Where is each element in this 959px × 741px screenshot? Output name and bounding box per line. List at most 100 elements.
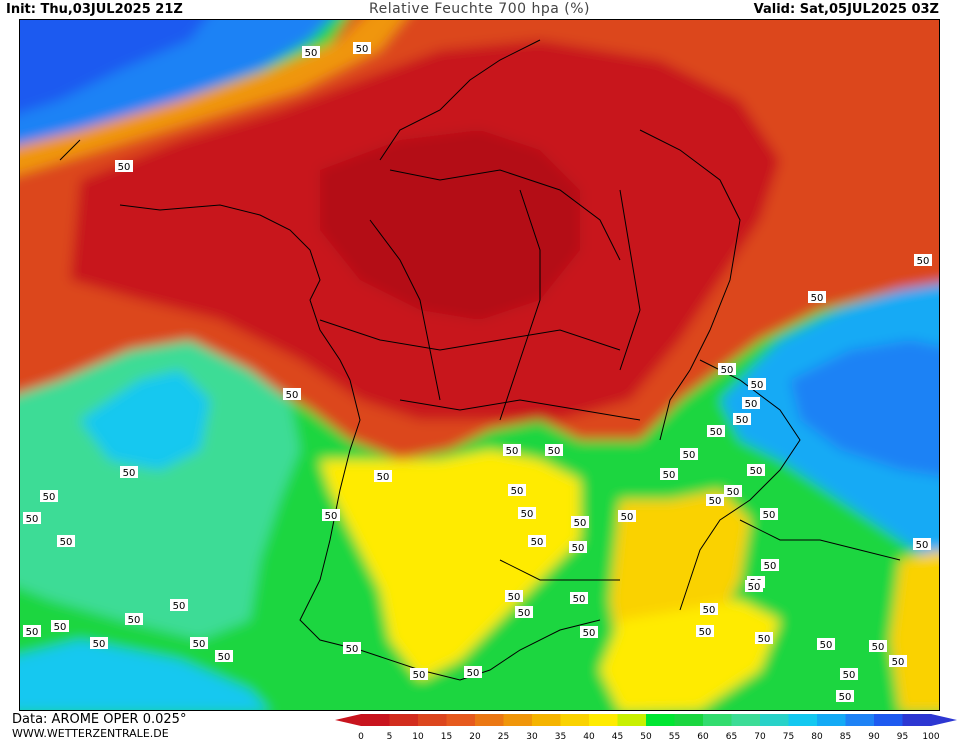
legend-tick-label: 35	[555, 732, 566, 741]
legend-tick-label: 55	[669, 732, 680, 741]
contour-label-bg	[508, 484, 526, 496]
color-legend: 0 5 10 15 20 25 30 35 40 45 50 55 60 65 70 75 80 85 90 95 10…	[335, 714, 957, 741]
contour-label-bg	[571, 516, 589, 528]
legend-tick-label: 70	[754, 732, 766, 741]
contour-label: 50	[748, 582, 761, 593]
contour-label: 50	[699, 627, 712, 638]
contour-label: 50	[467, 668, 480, 679]
contour-label: 50	[325, 511, 338, 522]
contour-label-bg	[745, 580, 763, 592]
contour-label: 50	[356, 44, 369, 55]
contour-label-bg	[742, 397, 760, 409]
contour-label-bg	[660, 468, 678, 480]
contour-label-bg	[580, 626, 598, 638]
contour-label-bg	[914, 254, 932, 266]
contour-label: 50	[839, 692, 852, 703]
contour-label: 50	[118, 162, 131, 173]
contour-label: 50	[574, 518, 587, 529]
legend-swatch	[503, 714, 533, 726]
contour-label-bg	[817, 638, 835, 650]
contour-label: 50	[511, 486, 524, 497]
contour-label-bg	[515, 606, 533, 618]
contour-label: 50	[218, 652, 231, 663]
contour-label-bg	[761, 559, 779, 571]
legend-swatch	[361, 714, 390, 726]
contour-label-bg	[343, 642, 361, 654]
contour-label: 50	[521, 509, 534, 520]
contour-label: 50	[621, 512, 634, 523]
contour-label-bg	[125, 613, 143, 625]
contour-label-bg	[618, 510, 636, 522]
contour-label: 50	[173, 601, 186, 612]
legend-swatch	[902, 714, 932, 726]
legend-swatch	[874, 714, 903, 726]
contour-label-bg	[808, 291, 826, 303]
contour-label-bg	[503, 444, 521, 456]
legend-swatch	[731, 714, 761, 726]
contour-label-bg	[190, 637, 208, 649]
legend-tick-label: 45	[612, 732, 623, 741]
legend-tick-label: 75	[783, 732, 794, 741]
contour-label: 50	[531, 537, 544, 548]
contour-label-bg	[733, 413, 751, 425]
contour-label: 50	[413, 670, 426, 681]
contour-label: 50	[916, 540, 929, 551]
contour-label: 50	[60, 537, 73, 548]
contour-label-bg	[322, 509, 340, 521]
contour-label-bg	[700, 603, 718, 615]
contour-label-bg	[707, 425, 725, 437]
legend-tick-label: 10	[412, 732, 424, 741]
contour-label-bg	[747, 464, 765, 476]
contour-label-bg	[755, 632, 773, 644]
contour-label: 50	[709, 496, 722, 507]
legend-swatch	[674, 714, 704, 726]
valid-time: Valid: Sat,05JUL2025 03Z	[753, 2, 939, 17]
legend-swatch	[703, 714, 732, 726]
contour-label-bg	[302, 46, 320, 58]
contour-label: 50	[703, 605, 716, 616]
contour-label-bg	[410, 668, 428, 680]
contour-label: 50	[128, 615, 141, 626]
contour-label: 50	[54, 622, 67, 633]
legend-tick-label: 20	[469, 732, 481, 741]
contour-label-bg	[51, 620, 69, 632]
contour-label: 50	[892, 657, 905, 668]
legend-tick-label: 65	[726, 732, 737, 741]
contour-label: 50	[123, 468, 136, 479]
legend-tick-label: 30	[526, 732, 538, 741]
contour-label-bg	[518, 507, 536, 519]
contour-label: 50	[305, 48, 318, 59]
contour-label-bg	[840, 668, 858, 680]
contour-label-bg	[680, 448, 698, 460]
data-source: Data: AROME OPER 0.025°	[12, 712, 187, 727]
contour-label: 50	[93, 639, 106, 650]
contour-label: 50	[843, 670, 856, 681]
legend-swatch	[845, 714, 875, 726]
contour-label-bg	[57, 535, 75, 547]
legend-swatch	[475, 714, 504, 726]
contour-label-bg	[115, 160, 133, 172]
contour-label: 50	[683, 450, 696, 461]
contour-label: 50	[26, 514, 39, 525]
legend-swatch	[418, 714, 447, 726]
contour-label-bg	[696, 625, 714, 637]
contour-label-bg	[283, 388, 301, 400]
contour-label-bg	[40, 490, 58, 502]
legend-swatch	[760, 714, 789, 726]
contour-label-bg	[569, 541, 587, 553]
contour-label: 50	[764, 561, 777, 572]
legend-tick-label: 90	[868, 732, 880, 741]
contour-label-bg	[724, 485, 742, 497]
legend-tick-label: 100	[922, 732, 939, 741]
legend-tick-label: 15	[441, 732, 452, 741]
contour-label-bg	[90, 637, 108, 649]
website: WWW.WETTERZENTRALE.DE	[12, 727, 169, 740]
contour-label-bg	[760, 508, 778, 520]
contour-label: 50	[663, 470, 676, 481]
legend-swatch	[589, 714, 618, 726]
contour-label-bg	[215, 650, 233, 662]
chart-title: Relative Feuchte 700 hpa (%)	[369, 1, 590, 17]
contour-label-bg	[545, 444, 563, 456]
legend-tick-label: 0	[358, 732, 364, 741]
legend-tick-label: 80	[811, 732, 823, 741]
